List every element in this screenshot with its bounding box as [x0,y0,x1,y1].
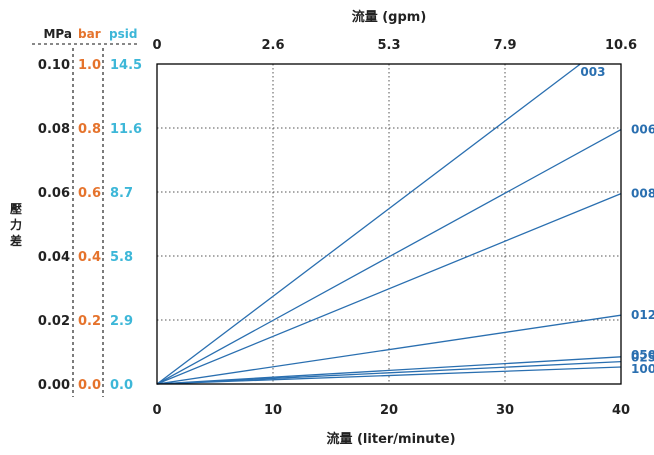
x-tick-label: 30 [496,403,514,418]
series-label-050: 050 [631,348,654,362]
y-tick-label-MPa: 0.00 [38,378,70,393]
x2-tick-label: 2.6 [261,38,284,53]
x2-tick-label: 10.6 [605,38,637,53]
x2-tick-label: 7.9 [493,38,516,53]
series-label-100: 100 [631,362,654,376]
series-line-050 [156,356,622,385]
y-tick-label-bar: 0.0 [78,378,101,393]
series-line-008 [156,192,622,385]
x-tick-label: 20 [380,403,398,418]
series-label-008: 008 [631,187,654,201]
x2-axis-title: 流量 (gpm) [352,9,427,25]
y-tick-label-bar: 0.6 [78,186,101,201]
y-tick-label-bar: 0.2 [78,314,101,329]
y-axis-title-char: 力 [10,217,22,232]
y-tick-label-psid: 14.5 [110,58,142,73]
series-line-025 [156,360,622,385]
series-line-006 [156,129,622,385]
y-axis-title-char: 壓 [10,202,22,216]
x2-tick-label: 0 [152,38,161,53]
y-tick-label-psid: 2.9 [110,314,133,329]
y-axis-title-char: 差 [9,233,22,248]
x-tick-label: 10 [264,403,282,418]
x-tick-label: 0 [152,403,161,418]
series-lines [156,63,622,385]
unit-mpa: MPa [43,27,72,41]
y-tick-label-psid: 5.8 [110,250,133,265]
grid [157,64,621,384]
unit-psid: psid [109,27,137,41]
y-tick-label-psid: 0.0 [110,378,133,393]
y-tick-label-MPa: 0.08 [38,122,70,137]
series-label-006: 006 [631,123,654,137]
y-tick-label-MPa: 0.04 [38,250,70,265]
y-tick-label-bar: 1.0 [78,58,101,73]
series-label-003: 003 [580,65,605,79]
x2-tick-label: 5.3 [377,38,400,53]
unit-bar: bar [78,27,101,41]
x-axis-title: 流量 (liter/minute) [326,431,455,447]
y-tick-label-MPa: 0.02 [38,314,70,329]
y-tick-label-bar: 0.8 [78,122,101,137]
series-label-025: 025 [631,351,654,365]
y-tick-label-psid: 11.6 [110,122,142,137]
y-tick-label-bar: 0.4 [78,250,101,265]
series-label-012: 012 [631,308,654,322]
x-tick-label: 40 [612,403,630,418]
plot-frame [156,63,622,385]
y-tick-label-psid: 8.7 [110,186,133,201]
y-tick-label-MPa: 0.06 [38,186,70,201]
y-tick-label-MPa: 0.10 [38,58,70,73]
series-line-012 [156,314,622,385]
axes [32,43,622,397]
series-line-100 [156,366,622,385]
series-line-003 [156,63,581,385]
